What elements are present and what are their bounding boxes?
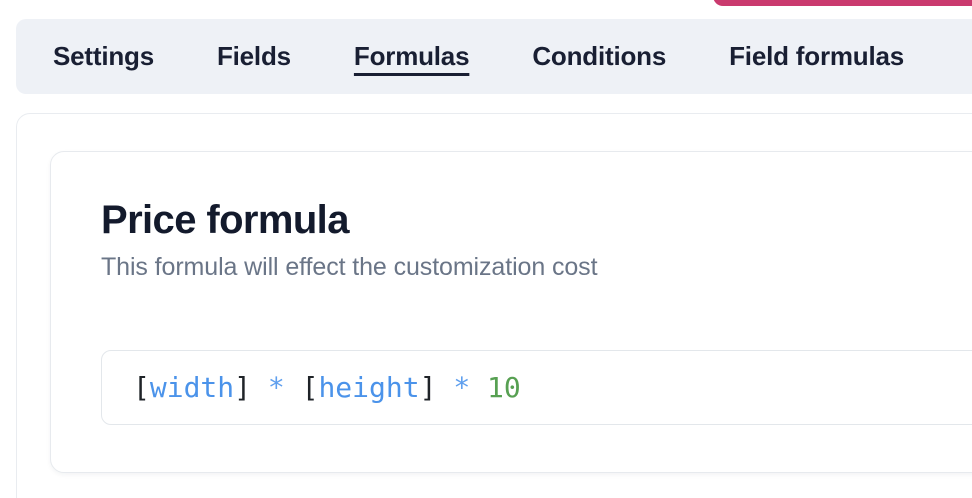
- formula-token: 10: [487, 371, 521, 404]
- price-formula-card: Price formula This formula will effect t…: [50, 151, 972, 473]
- tab-bar: Settings Fields Formulas Conditions Fiel…: [16, 19, 972, 94]
- tab-field-formulas[interactable]: Field formulas: [729, 41, 905, 71]
- formula-token: [: [301, 371, 319, 404]
- formula-token: [: [133, 371, 150, 404]
- card-subtitle: This formula will effect the customizati…: [101, 253, 598, 281]
- formula-token: *: [267, 371, 285, 404]
- formula-token: height: [318, 371, 420, 404]
- formula-token: [285, 371, 302, 404]
- tab-fields[interactable]: Fields: [216, 41, 291, 71]
- formula-token: *: [453, 371, 471, 404]
- formula-token: ]: [234, 371, 252, 404]
- top-accent-button[interactable]: [713, 0, 972, 6]
- formula-token: [251, 371, 268, 404]
- formula-token: ]: [419, 371, 437, 404]
- card-title: Price formula: [101, 198, 349, 242]
- tab-conditions[interactable]: Conditions: [532, 41, 667, 71]
- tab-settings[interactable]: Settings: [53, 41, 154, 71]
- formula-token: width: [149, 371, 235, 404]
- formula-token: [470, 371, 487, 404]
- tab-formulas[interactable]: Formulas: [353, 41, 470, 71]
- formula-input[interactable]: [width] * [height] * 10: [101, 350, 972, 425]
- formulas-panel: Price formula This formula will effect t…: [16, 113, 972, 498]
- formula-token: [436, 371, 453, 404]
